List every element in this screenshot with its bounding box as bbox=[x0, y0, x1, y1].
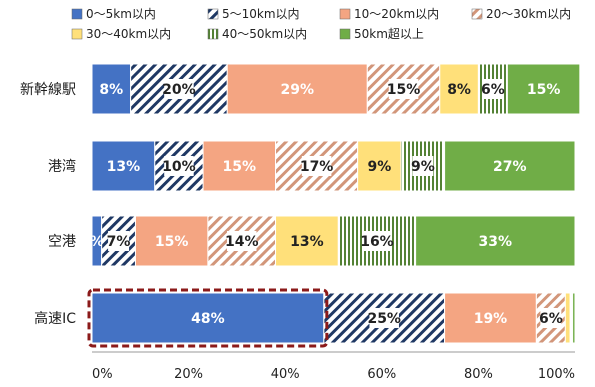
legend-label: 20〜30km以内 bbox=[486, 7, 571, 21]
data-label: 14% bbox=[225, 234, 259, 250]
category-label: 港湾 bbox=[48, 158, 76, 175]
bar-segment bbox=[357, 140, 402, 192]
legend-swatch bbox=[339, 8, 351, 20]
category-label: 高速IC bbox=[34, 310, 76, 327]
data-label: 29% bbox=[281, 82, 315, 98]
category-label: 新幹線駅 bbox=[20, 81, 76, 98]
bar-segment bbox=[275, 215, 339, 267]
data-label-bg bbox=[164, 156, 194, 176]
bar-segment bbox=[415, 215, 576, 267]
legend-label: 10〜20km以内 bbox=[354, 7, 439, 21]
data-label-bg bbox=[164, 79, 194, 99]
bar-segment bbox=[444, 140, 576, 192]
data-label: 15% bbox=[223, 159, 257, 175]
data-label: 13% bbox=[290, 234, 324, 250]
legend-label: 5〜10km以内 bbox=[222, 7, 300, 21]
legend-label: 30〜40km以内 bbox=[86, 27, 171, 41]
data-label-bg bbox=[301, 156, 332, 176]
data-label: 15% bbox=[155, 234, 189, 250]
bar-segment bbox=[91, 63, 132, 115]
plot-area: 新幹線駅 8% 20% 29% 15% 8% 6% 15% 港湾 13% 10% 15% 17% 9% 9%… bbox=[20, 63, 581, 348]
legend-swatch bbox=[71, 8, 83, 20]
data-label: 8% bbox=[99, 82, 123, 98]
data-label: 15% bbox=[527, 82, 561, 98]
data-label: 48% bbox=[191, 311, 225, 327]
legend-swatch bbox=[471, 8, 483, 20]
legend-label: 50km超以上 bbox=[354, 26, 424, 41]
data-label-bg bbox=[540, 308, 562, 328]
data-label: 7% bbox=[107, 234, 131, 250]
legend-swatch bbox=[339, 28, 351, 40]
data-label-bg bbox=[369, 308, 399, 328]
data-label: 13% bbox=[107, 159, 141, 175]
bar-segment bbox=[444, 292, 537, 344]
x-tick-label: 40% bbox=[271, 367, 300, 382]
x-tick-label: 80% bbox=[464, 367, 493, 382]
legend-swatch bbox=[207, 8, 219, 20]
legend: 0〜5km以内 5〜10km以内 10〜20km以内 20〜30km以内 30〜40km… bbox=[71, 7, 571, 41]
bar-segment bbox=[439, 63, 479, 115]
data-label: 25% bbox=[367, 311, 401, 327]
data-label: 17% bbox=[300, 159, 334, 175]
data-label-bg bbox=[362, 231, 392, 251]
data-label: 16% bbox=[360, 234, 394, 250]
data-label: 9% bbox=[367, 159, 391, 175]
data-label-bg bbox=[108, 231, 130, 251]
data-label: 27% bbox=[493, 159, 527, 175]
data-label: 15% bbox=[387, 82, 421, 98]
x-axis: 0% 20% 40% 60% 80% 100% bbox=[92, 351, 575, 382]
bar-segment bbox=[506, 63, 581, 115]
data-label: % bbox=[90, 234, 104, 250]
data-label-bg bbox=[226, 231, 257, 251]
legend-label: 0〜5km以内 bbox=[86, 7, 156, 21]
category-label: 空港 bbox=[48, 234, 76, 250]
legend-swatch bbox=[71, 28, 83, 40]
data-label: 6% bbox=[539, 311, 563, 327]
data-label: 8% bbox=[447, 82, 471, 98]
bar-segment bbox=[564, 292, 571, 344]
x-tick-label: 0% bbox=[92, 367, 113, 382]
x-tick-label: 100% bbox=[538, 367, 575, 382]
data-label: 6% bbox=[481, 82, 505, 98]
data-label: 33% bbox=[479, 234, 513, 250]
legend-swatch bbox=[207, 28, 219, 40]
data-label-bg bbox=[388, 79, 419, 99]
bar-segment bbox=[572, 292, 576, 344]
data-label: 19% bbox=[474, 311, 508, 327]
highlight-box bbox=[87, 288, 329, 348]
data-label: 9% bbox=[411, 159, 435, 175]
data-label-bg bbox=[412, 156, 434, 176]
legend-label: 40〜50km以内 bbox=[222, 27, 307, 41]
data-label: 20% bbox=[162, 82, 196, 98]
data-label: 10% bbox=[162, 159, 196, 175]
bar-segment bbox=[202, 140, 277, 192]
bar-segment bbox=[91, 292, 325, 344]
data-label-bg bbox=[482, 79, 504, 99]
x-tick-label: 60% bbox=[367, 367, 396, 382]
x-tick-label: 20% bbox=[174, 367, 203, 382]
